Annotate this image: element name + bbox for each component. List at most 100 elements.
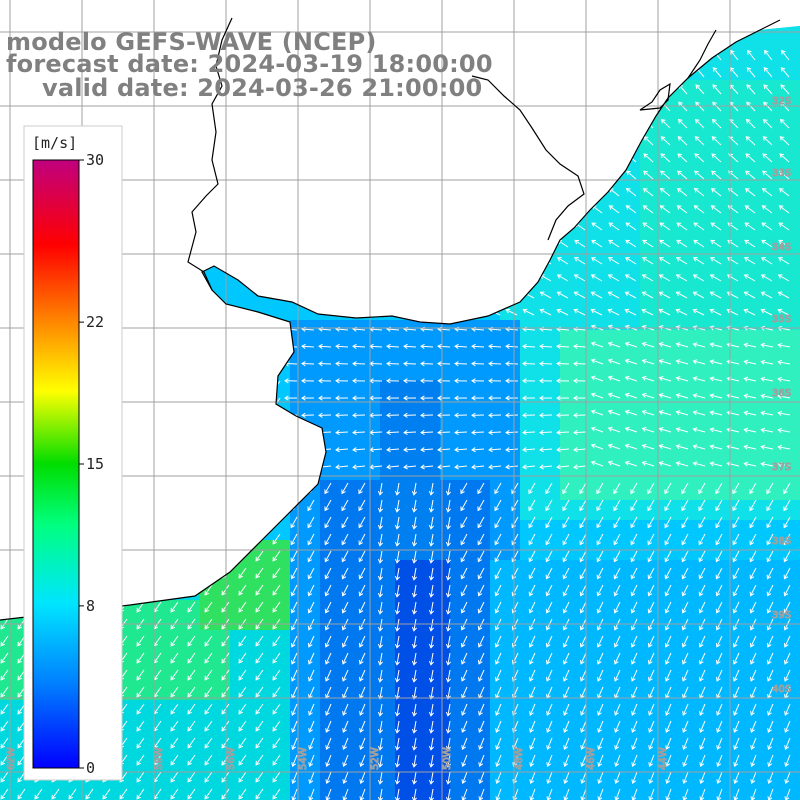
wind-arrow	[614, 669, 621, 682]
wind-arrow	[743, 359, 757, 365]
wind-arrow	[187, 703, 196, 715]
wind-arrow	[272, 601, 281, 613]
wind-arrow	[428, 516, 434, 530]
wind-arrow	[454, 412, 468, 418]
wind-arrow	[358, 499, 366, 512]
wind-arrow	[732, 550, 740, 563]
colorbar-tick-label: 0	[86, 759, 95, 777]
wind-arrow	[529, 737, 536, 750]
wind-arrow	[342, 771, 349, 785]
wind-arrow	[699, 771, 706, 785]
wind-arrow	[664, 652, 672, 665]
wind-arrow	[335, 464, 349, 470]
wind-arrow	[428, 669, 434, 683]
wind-arrow	[647, 550, 655, 563]
wind-arrow	[204, 703, 213, 715]
wind-arrow	[760, 393, 774, 399]
wind-arrow	[420, 395, 434, 401]
wind-arrow	[238, 567, 247, 579]
lat-label: 33S	[772, 168, 791, 179]
wind-arrow	[658, 359, 672, 365]
lat-label: 32S	[772, 96, 791, 107]
wind-arrow	[324, 635, 332, 648]
wind-arrow	[579, 584, 587, 597]
wind-arrow	[665, 771, 672, 785]
wind-arrow	[596, 499, 604, 512]
wind-arrow	[255, 703, 264, 715]
wind-arrow	[204, 584, 213, 596]
wind-arrow	[411, 652, 417, 666]
wind-arrow	[613, 533, 621, 546]
lat-label: 40S	[772, 684, 791, 695]
wind-arrow	[682, 703, 689, 716]
wind-arrow	[394, 720, 400, 734]
lon-label: 56W	[226, 747, 237, 770]
wind-arrow	[709, 291, 722, 299]
wind-arrow	[562, 550, 570, 563]
wind-arrow	[324, 516, 332, 529]
wind-arrow	[608, 205, 620, 214]
wind-arrow	[659, 222, 671, 231]
wind-arrow	[478, 754, 485, 768]
wind-arrow	[445, 652, 451, 666]
wind-arrow	[692, 461, 706, 467]
wind-arrow	[358, 533, 366, 546]
wind-arrow	[613, 499, 621, 512]
wind-arrow	[624, 460, 638, 467]
wind-arrow	[698, 584, 706, 597]
wind-arrow	[461, 788, 468, 800]
wind-arrow	[308, 669, 315, 682]
wind-arrow	[290, 533, 298, 546]
wind-arrow	[170, 754, 179, 766]
wind-arrow	[238, 737, 247, 749]
wind-arrow	[471, 395, 485, 401]
wind-arrow	[573, 464, 587, 470]
wind-arrow	[445, 720, 451, 734]
wind-arrow	[681, 567, 689, 580]
wind-arrow	[746, 84, 756, 95]
wind-arrow	[766, 499, 774, 512]
wind-arrow	[698, 550, 706, 563]
wind-arrow	[522, 395, 536, 401]
wind-arrow	[596, 652, 604, 665]
wind-arrow	[760, 291, 773, 299]
wind-arrow	[377, 550, 383, 564]
wind-arrow	[630, 533, 638, 546]
wind-arrow	[698, 533, 706, 546]
wind-arrow	[642, 239, 654, 248]
wind-arrow	[699, 720, 706, 733]
wind-arrow	[779, 170, 790, 180]
wind-arrow	[255, 788, 264, 800]
wind-arrow	[51, 788, 60, 800]
wind-arrow	[522, 378, 536, 384]
wind-arrow	[528, 482, 536, 495]
wind-arrow	[437, 395, 451, 401]
wind-arrow	[641, 409, 655, 416]
wind-arrow	[624, 291, 637, 299]
wind-arrow	[750, 788, 757, 800]
wind-arrow	[761, 187, 773, 197]
wind-arrow	[377, 516, 383, 530]
wind-arrow	[760, 359, 774, 365]
wind-arrow	[238, 584, 247, 596]
wind-arrow	[187, 720, 196, 732]
wind-arrow	[529, 754, 536, 768]
wind-arrow	[341, 601, 349, 614]
wind-arrow	[573, 274, 586, 282]
wind-arrow	[341, 550, 349, 563]
wind-arrow	[710, 205, 722, 214]
wind-arrow	[591, 239, 603, 248]
wind-arrow	[597, 720, 604, 733]
wind-arrow	[778, 222, 790, 231]
wind-arrow	[745, 153, 756, 163]
wind-arrow	[658, 444, 672, 450]
wind-arrow	[694, 153, 705, 163]
wind-arrow	[377, 754, 383, 768]
wind-arrow	[411, 516, 417, 530]
wind-arrow	[780, 67, 790, 78]
wind-arrow	[562, 533, 570, 546]
wind-arrow	[597, 788, 604, 800]
wind-arrow	[460, 652, 468, 665]
wind-arrow	[428, 737, 434, 751]
wind-arrow	[460, 635, 468, 648]
